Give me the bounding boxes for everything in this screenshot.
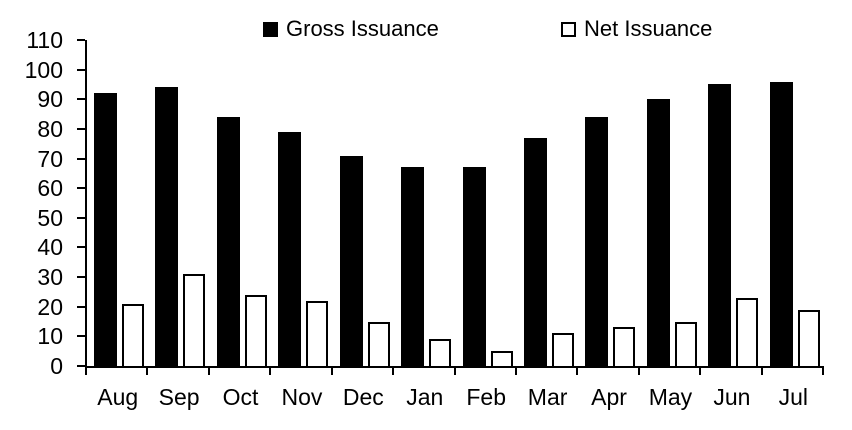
net-issuance-swatch-icon — [561, 21, 576, 37]
y-tick-10 — [77, 335, 85, 338]
gross-issuance-swatch-icon — [263, 21, 278, 37]
net-bar-apr — [613, 327, 636, 366]
x-tick-label-oct: Oct — [222, 384, 259, 410]
net-bar-jan — [429, 339, 452, 366]
x-tick-2 — [207, 368, 210, 375]
legend-label-net-issuance: Net Issuance — [584, 16, 713, 41]
net-bar-jun — [736, 297, 759, 366]
y-tick-110 — [77, 39, 85, 41]
x-tick-label-apr: Apr — [591, 384, 627, 410]
gross-bar-jun — [708, 84, 732, 366]
gross-bar-nov — [278, 131, 302, 366]
y-tick-label-30: 30 — [37, 264, 63, 291]
net-bar-may — [674, 321, 697, 366]
gross-bar-feb — [462, 167, 486, 366]
y-tick-label-50: 50 — [37, 204, 63, 231]
y-tick-label-10: 10 — [37, 323, 63, 350]
y-tick-label-70: 70 — [37, 145, 63, 172]
gross-bar-sep — [155, 87, 179, 366]
plot-area: 0 10 20 30 40 50 60 70 80 90 100 110 Aug Sep Oct Nov Dec… — [25, 28, 824, 410]
gross-bar-mar — [523, 137, 547, 366]
x-tick-11 — [760, 368, 763, 375]
y-tick-70 — [77, 157, 85, 160]
x-tick-label-mar: Mar — [527, 384, 568, 410]
legend-item-gross-issuance: Gross Issuance — [263, 17, 439, 41]
y-tick-label-40: 40 — [37, 234, 63, 261]
gross-bar-aug — [94, 93, 117, 366]
y-tick-0 — [77, 365, 85, 367]
x-tick-12 — [822, 368, 824, 375]
y-axis-line — [85, 40, 87, 366]
x-tick-3 — [269, 368, 272, 375]
x-tick-label-jul: Jul — [778, 384, 808, 410]
y-tick-label-20: 20 — [37, 293, 63, 320]
y-tick-80 — [77, 127, 85, 130]
net-bar-feb — [490, 351, 513, 366]
x-tick-label-dec: Dec — [342, 384, 384, 410]
y-tick-40 — [77, 246, 85, 249]
net-bar-oct — [244, 294, 267, 366]
x-tick-7 — [514, 368, 517, 375]
x-tick-0 — [85, 368, 87, 375]
x-tick-label-feb: Feb — [466, 384, 507, 410]
gross-bar-oct — [216, 117, 240, 366]
gross-bar-jan — [401, 167, 425, 366]
gross-bar-apr — [585, 117, 609, 366]
y-tick-label-0: 0 — [50, 353, 63, 379]
x-tick-label-nov: Nov — [281, 384, 323, 410]
y-tick-100 — [77, 68, 85, 71]
x-tick-label-sep: Sep — [158, 384, 200, 410]
gross-bar-may — [646, 99, 670, 366]
y-tick-label-110: 110 — [26, 27, 63, 53]
y-tick-label-90: 90 — [37, 86, 63, 113]
y-tick-50 — [77, 216, 85, 219]
x-tick-label-aug: Aug — [97, 384, 139, 410]
legend-label-gross-issuance: Gross Issuance — [286, 16, 439, 41]
net-bar-dec — [367, 321, 390, 366]
net-bar-mar — [551, 333, 574, 366]
y-tick-label-100: 100 — [24, 56, 63, 83]
x-tick-4 — [330, 368, 333, 375]
net-bar-aug — [122, 303, 144, 366]
x-tick-5 — [392, 368, 395, 375]
net-bar-nov — [306, 300, 329, 366]
x-tick-label-may: May — [648, 384, 693, 410]
y-tick-label-80: 80 — [37, 115, 63, 142]
x-tick-1 — [146, 368, 149, 375]
legend-item-net-issuance: Net Issuance — [561, 17, 712, 41]
y-tick-60 — [77, 187, 85, 190]
gross-bar-jul — [769, 81, 793, 366]
y-tick-label-60: 60 — [37, 175, 63, 202]
x-tick-6 — [453, 368, 456, 375]
x-tick-8 — [576, 368, 579, 375]
x-axis-line — [85, 366, 824, 368]
y-tick-90 — [77, 98, 85, 101]
x-tick-9 — [637, 368, 640, 375]
net-bar-jul — [797, 309, 820, 366]
x-tick-label-jan: Jan — [406, 384, 444, 410]
net-bar-sep — [183, 274, 206, 366]
x-tick-label-jun: Jun — [713, 384, 751, 410]
gross-bar-dec — [339, 155, 363, 366]
y-tick-20 — [77, 305, 85, 308]
y-tick-30 — [77, 276, 85, 279]
x-tick-10 — [699, 368, 702, 375]
